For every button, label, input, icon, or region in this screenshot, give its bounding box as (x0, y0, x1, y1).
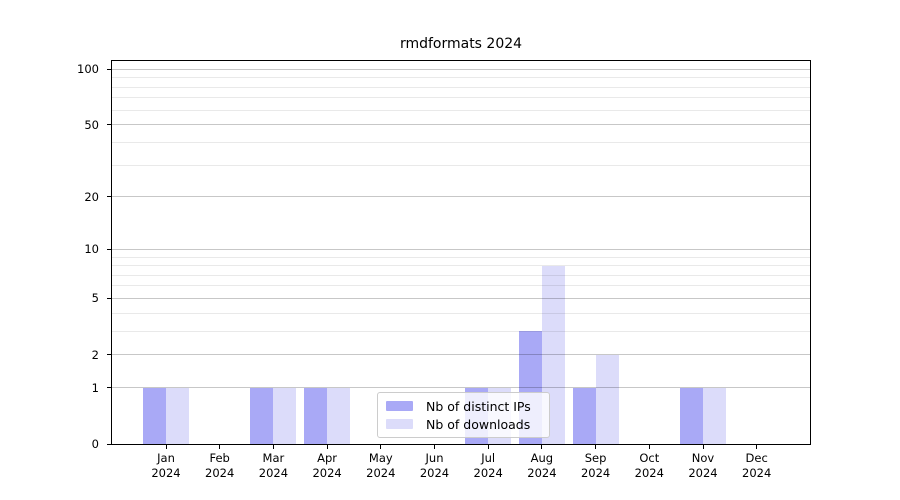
x-tick-label-dec: Dec 2024 (742, 451, 772, 480)
x-tick-dec (756, 444, 758, 449)
x-tick-label-apr: Apr 2024 (312, 451, 342, 480)
gridline-minor-9 (112, 256, 810, 258)
legend-swatch-downloads (386, 419, 413, 429)
gridline-minor-4 (112, 312, 810, 314)
x-tick-jan (165, 444, 167, 449)
gridline-major-5 (112, 297, 810, 299)
x-tick-label-aug: Aug 2024 (527, 451, 557, 480)
x-tick-mar (272, 444, 274, 449)
y-tick-label-50: 50 (84, 117, 99, 132)
legend-label-downloads: Nb of downloads (426, 416, 531, 432)
y-tick-50 (107, 124, 112, 126)
gridline-minor-80 (112, 86, 810, 88)
gridline-minor-6 (112, 285, 810, 287)
gridline-major-2 (112, 354, 810, 356)
y-tick-5 (107, 297, 112, 299)
chart-title: rmdformats 2024 (399, 36, 523, 52)
y-tick-100 (107, 68, 112, 70)
legend-entry-distinct-ips: Nb of distinct IPs (386, 399, 549, 414)
bar-distinct-ips-jan (143, 387, 166, 444)
y-tick-1 (107, 387, 112, 389)
y-axis: 0 1 2 5 10 20 50 100 (0, 61, 112, 451)
gridline-minor-8 (112, 265, 810, 267)
x-tick-label-jul: Jul 2024 (473, 451, 503, 480)
bar-downloads-jan (166, 387, 189, 444)
gridline-minor-60 (112, 109, 810, 111)
legend: Nb of distinct IPs Nb of downloads (377, 392, 550, 438)
y-tick-label-100: 100 (77, 62, 99, 77)
plot-area: Nb of distinct IPs Nb of downloads (111, 60, 811, 445)
legend-entry-downloads: Nb of downloads (386, 417, 549, 432)
x-tick-feb (219, 444, 221, 449)
bar-distinct-ips-nov (680, 387, 703, 444)
x-tick-jun (434, 444, 435, 449)
y-tick-0 (107, 443, 112, 445)
x-tick-label-jan: Jan 2024 (151, 451, 181, 480)
y-tick-label-2: 2 (91, 347, 99, 362)
x-tick-label-oct: Oct 2024 (634, 451, 664, 480)
y-tick-label-20: 20 (84, 189, 99, 204)
legend-label-distinct-ips: Nb of distinct IPs (426, 398, 531, 414)
bar-downloads-nov (703, 387, 726, 444)
bar-downloads-sep (595, 354, 619, 444)
x-tick-may (380, 444, 382, 449)
y-tick-label-10: 10 (84, 242, 99, 257)
gridline-major-1 (112, 387, 810, 389)
bar-distinct-ips-apr (304, 387, 328, 444)
y-tick-2 (107, 354, 112, 356)
x-tick-oct (648, 444, 650, 449)
x-tick-label-jun: Jun 2024 (419, 451, 450, 480)
gridline-major-50 (112, 124, 810, 126)
x-tick-nov (702, 444, 704, 449)
x-tick-label-may: May 2024 (366, 451, 396, 480)
gridline-major-100 (112, 68, 810, 70)
gridline-minor-40 (112, 141, 810, 143)
x-tick-label-nov: Nov 2024 (688, 451, 718, 480)
gridline-minor-90 (112, 77, 810, 79)
bar-distinct-ips-mar (250, 387, 274, 444)
x-tick-jul (487, 444, 489, 449)
gridline-minor-30 (112, 164, 810, 166)
y-tick-20 (107, 196, 112, 198)
legend-swatch-distinct-ips (386, 401, 413, 411)
gridline-major-20 (112, 196, 810, 198)
bar-distinct-ips-sep (572, 387, 596, 444)
x-tick-label-sep: Sep 2024 (580, 451, 611, 480)
y-tick-label-5: 5 (91, 291, 99, 306)
x-tick-label-mar: Mar 2024 (258, 451, 289, 480)
gridline-major-10 (112, 248, 810, 250)
gridline-minor-3 (112, 330, 810, 332)
x-tick-apr (326, 444, 328, 449)
x-axis: Jan 2024 Feb 2024 Mar 2024 Apr 2024 May 2024 Jun 20… (112, 444, 810, 500)
bar-downloads-mar (273, 387, 297, 444)
y-tick-10 (107, 248, 112, 250)
x-tick-label-feb: Feb 2024 (205, 451, 235, 480)
gridline-minor-7 (112, 274, 810, 276)
x-tick-sep (595, 444, 597, 449)
x-tick-aug (541, 444, 543, 449)
gridline-minor-70 (112, 97, 810, 99)
y-tick-label-1: 1 (91, 380, 99, 395)
bar-downloads-apr (327, 387, 351, 444)
y-tick-label-0: 0 (91, 437, 99, 451)
